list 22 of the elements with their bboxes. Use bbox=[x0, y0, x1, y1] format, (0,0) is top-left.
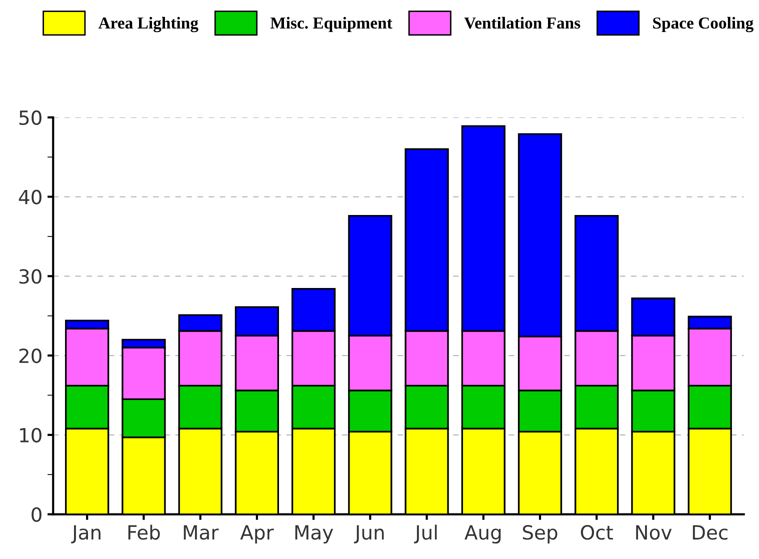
x-tick-label: Mar bbox=[184, 525, 219, 540]
x-tick-label: Nov bbox=[636, 525, 672, 540]
y-tick-label: 10 bbox=[20, 428, 42, 443]
x-tick-label: Oct bbox=[580, 525, 613, 540]
x-tick-label: May bbox=[295, 525, 334, 544]
x-tick-label: Jul bbox=[414, 524, 437, 544]
x-tick-label: Jan bbox=[71, 525, 100, 544]
x-tick-label: Aug bbox=[464, 525, 501, 544]
y-tick-label: 0 bbox=[32, 507, 42, 522]
legend-label: Space Cooling bbox=[653, 16, 754, 32]
x-tick-label: Feb bbox=[128, 524, 160, 540]
x-tick-label: Jun bbox=[354, 525, 384, 544]
y-tick-label: 50 bbox=[19, 110, 42, 126]
y-tick-label: 30 bbox=[19, 269, 42, 284]
x-tick-label: Sep bbox=[522, 525, 558, 544]
legend-label: Ventilation Fans bbox=[464, 16, 580, 29]
x-tick-label: Dec bbox=[692, 525, 728, 540]
y-tick-label: 20 bbox=[19, 348, 42, 364]
legend-label: Area Lighting bbox=[98, 16, 198, 32]
y-tick-label: 40 bbox=[18, 190, 42, 204]
x-tick-label: Apr bbox=[240, 525, 274, 544]
legend-label: Misc. Equipment bbox=[270, 16, 392, 32]
